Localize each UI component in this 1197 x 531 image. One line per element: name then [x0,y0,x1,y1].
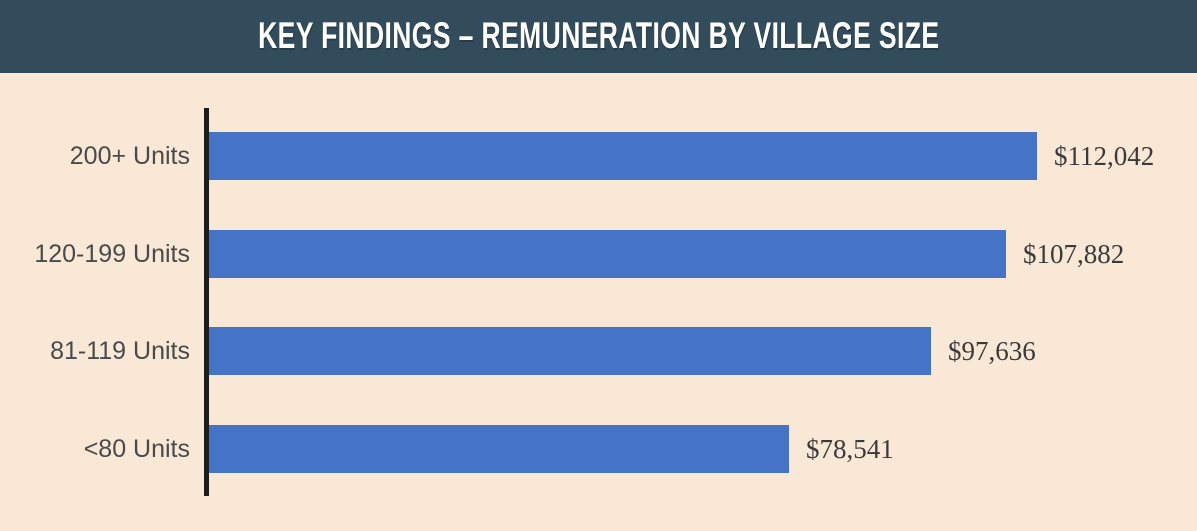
category-label: <80 Units [83,435,190,463]
category-label: 200+ Units [69,142,190,170]
bar-row: 81-119 Units $97,636 [0,327,1197,375]
bar-row: 120-199 Units $107,882 [0,230,1197,278]
chart-title: KEY FINDINGS – REMUNERATION BY VILLAGE S… [257,15,940,57]
y-axis-line [204,108,209,496]
bar [209,425,789,473]
bar [209,132,1037,180]
value-label: $112,042 [1054,141,1155,171]
value-label: $78,541 [806,434,894,464]
category-label: 81-119 Units [50,337,190,365]
bar [209,230,1006,278]
bar-chart: 200+ Units $112,042 120-199 Units $107,882 8… [0,73,1197,531]
category-label: 120-199 Units [34,240,190,268]
bar [209,327,931,375]
bar-row: 200+ Units $112,042 [0,132,1197,180]
value-label: $97,636 [948,336,1036,366]
header-band: KEY FINDINGS – REMUNERATION BY VILLAGE S… [0,0,1197,73]
value-label: $107,882 [1023,239,1125,269]
bar-row: <80 Units $78,541 [0,425,1197,473]
